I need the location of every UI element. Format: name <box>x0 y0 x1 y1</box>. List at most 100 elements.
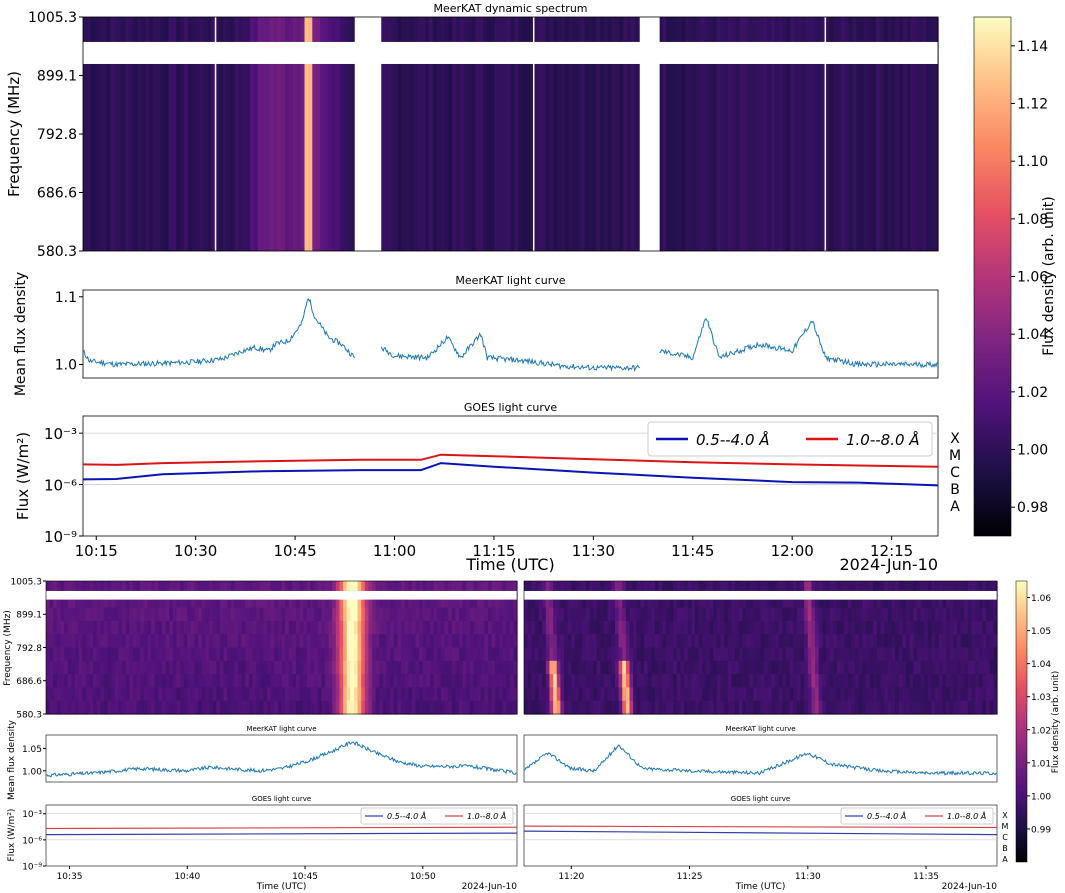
spectrum-cell <box>332 581 337 595</box>
spectrum-cell <box>143 660 149 675</box>
spectrum-cell <box>74 687 80 702</box>
spectrum-column <box>98 17 104 251</box>
spectrum-cell <box>419 607 424 622</box>
spectrum-cell <box>989 647 994 662</box>
spectrum-cell <box>234 620 239 635</box>
spectrum-cell <box>194 594 199 609</box>
spectrum-cell <box>716 674 722 688</box>
spectrum-cell <box>876 647 882 662</box>
spectrum-cell <box>713 647 718 662</box>
spectrum-cell <box>884 700 889 715</box>
spectrum-cell <box>727 634 732 649</box>
spectrum-cell <box>684 607 689 622</box>
spectrum-cell <box>281 647 286 662</box>
spectrum-cell <box>67 687 72 702</box>
spectrum-cell <box>317 674 322 688</box>
spectrum-column <box>83 17 88 251</box>
spectrum-cell <box>982 674 987 688</box>
spectrum-cell <box>419 687 424 702</box>
x-tick-label: 10:50 <box>410 872 436 882</box>
spectrum-cell <box>807 581 813 595</box>
spectrum-cell <box>295 634 301 649</box>
spectrum-cell <box>74 674 80 688</box>
spectrum-cell <box>542 620 547 635</box>
spectrum-cell <box>56 620 62 635</box>
spectrum-cell <box>593 594 598 609</box>
spectrum-cell <box>698 634 703 649</box>
spectrum-cell <box>100 581 105 595</box>
spectrum-cell <box>876 674 882 688</box>
spectrum-cell <box>484 581 489 595</box>
spectrum-cell <box>906 647 911 662</box>
spectrum-cell <box>223 607 228 622</box>
spectrum-cell <box>618 660 623 675</box>
spectrum-cell <box>818 687 823 702</box>
spectrum-cell <box>281 620 286 635</box>
spectrum-cell <box>804 674 809 688</box>
spectrum-cell <box>332 594 337 609</box>
spectrum-cell <box>49 687 54 702</box>
spectrum-cell <box>350 620 355 635</box>
spectrum-cell <box>538 647 543 662</box>
spectrum-cell <box>604 581 609 595</box>
spectrum-cell <box>574 660 580 675</box>
spectrum-cell <box>74 581 80 595</box>
spectrum-cell <box>600 660 605 675</box>
spectrum-cell <box>357 674 362 688</box>
spectrum-cell <box>430 700 435 715</box>
spectrum-column <box>452 17 457 251</box>
spectrum-cell <box>731 594 736 609</box>
spectrum-cell <box>767 594 773 609</box>
spectrum-cell <box>96 647 101 662</box>
spectrum-cell <box>880 594 885 609</box>
spectrum-cell <box>382 607 388 622</box>
spectrum-cell <box>785 687 791 702</box>
spectrum-cell <box>151 634 156 649</box>
spectrum-cell <box>658 594 663 609</box>
spectrum-cell <box>64 620 69 635</box>
spectrum-cell <box>534 620 540 635</box>
spectrum-cell <box>745 674 751 688</box>
spectrum-cell <box>317 607 322 622</box>
spectrum-cell <box>219 660 225 675</box>
spectrum-cell <box>114 620 120 635</box>
spectrum-cell <box>180 700 185 715</box>
spectrum-cell <box>314 660 319 675</box>
spectrum-cell <box>665 647 671 662</box>
spectrum-cell <box>800 581 805 595</box>
spectrum-cell <box>107 647 112 662</box>
spectrum-cell <box>187 581 192 595</box>
spectrum-cell <box>183 647 188 662</box>
spectrum-cell <box>201 620 207 635</box>
spectrum-cell <box>822 687 827 702</box>
spectrum-cell <box>967 594 973 609</box>
spectrum-cell <box>633 581 638 595</box>
spectrum-cell <box>633 700 638 715</box>
spectrum-cell <box>339 634 344 649</box>
spectrum-cell <box>382 700 388 715</box>
spectrum-cell <box>600 700 605 715</box>
spectrum-cell <box>644 700 649 715</box>
spectrum-cell <box>676 660 682 675</box>
spectrum-cell <box>53 634 58 649</box>
spectrum-cell <box>949 581 954 595</box>
spectrum-cell <box>506 634 511 649</box>
spectrum-cell <box>804 594 809 609</box>
spectrum-cell <box>625 620 631 635</box>
spectrum-cell <box>140 607 145 622</box>
spectrum-cell <box>818 620 823 635</box>
spectrum-cell <box>898 660 903 675</box>
spectrum-cell <box>111 581 116 595</box>
spectrum-cell <box>346 674 351 688</box>
spectrum-cell <box>687 660 692 675</box>
spectrum-cell <box>978 607 984 622</box>
spectrum-cell <box>209 647 214 662</box>
spectrum-cell <box>386 634 391 649</box>
spectrum-cell <box>738 687 743 702</box>
spectrum-cell <box>248 634 254 649</box>
spectrum-cell <box>422 581 428 595</box>
spectrum-cell <box>393 700 399 715</box>
spectrum-cell <box>596 647 602 662</box>
spectrum-cell <box>876 660 882 675</box>
spectrum-cell <box>459 594 464 609</box>
